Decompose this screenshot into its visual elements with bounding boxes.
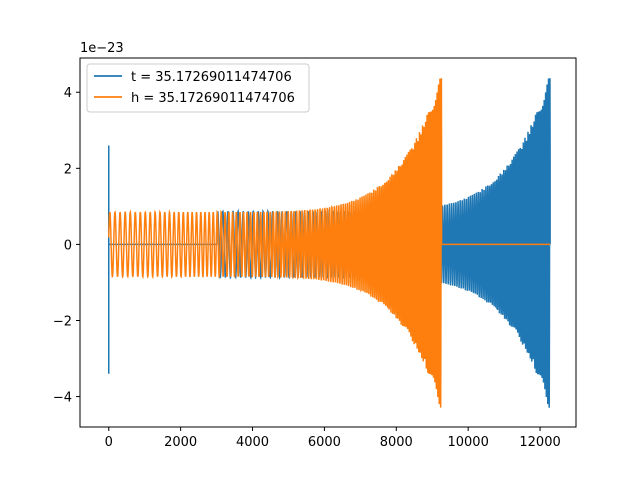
y-tick-label: −4 (53, 391, 72, 406)
x-tick-label: 4000 (236, 435, 269, 450)
x-tick-label: 2000 (164, 435, 197, 450)
x-tick-label: 10000 (447, 435, 488, 450)
y-tick-label: 4 (64, 86, 72, 101)
legend-box (86, 63, 310, 113)
y-tick-label: 2 (64, 162, 72, 177)
plot-frame (79, 57, 577, 428)
y-tick-label: −2 (53, 314, 72, 329)
x-tick-label: 0 (105, 435, 113, 450)
y-tick-label: 0 (64, 238, 72, 253)
legend-label: t = 35.17269011474706 (131, 70, 292, 85)
x-tick-label: 8000 (380, 435, 413, 450)
legend-label: h = 35.17269011474706 (131, 91, 295, 106)
x-tick-label: 6000 (308, 435, 341, 450)
legend: t = 35.17269011474706 h = 35.172690114747… (86, 63, 310, 113)
x-tick-label: 12000 (519, 435, 560, 450)
offset-text: 1e−23 (80, 41, 124, 56)
series-h-line (108, 78, 551, 408)
